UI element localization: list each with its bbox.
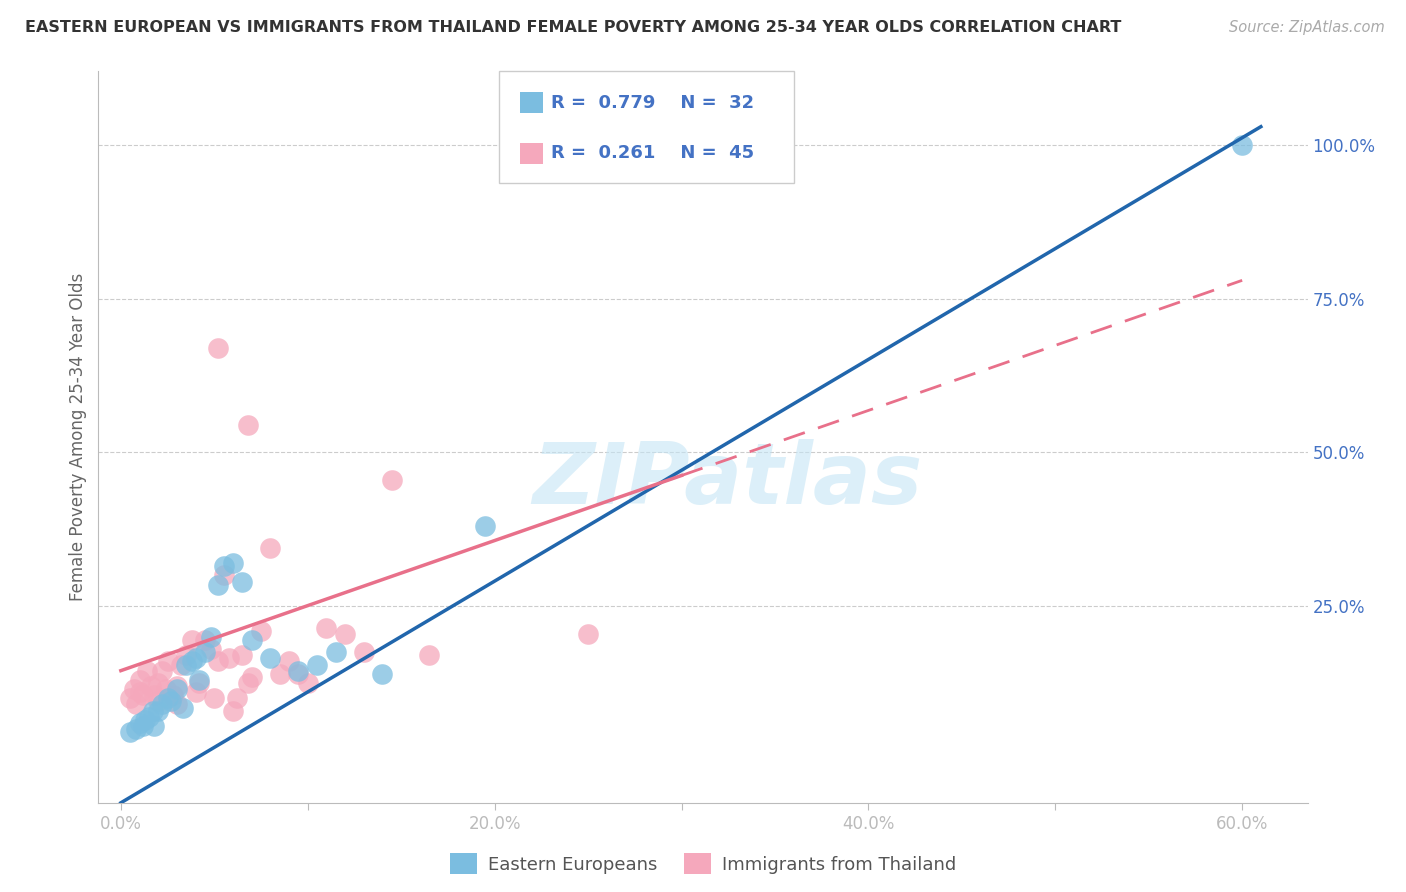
Point	[180, 655, 202, 669]
Point	[371, 666, 394, 681]
Point	[128, 685, 150, 699]
Point	[315, 621, 337, 635]
Point	[184, 685, 207, 699]
Point	[1230, 138, 1253, 153]
Point	[278, 655, 301, 669]
Point	[231, 648, 253, 663]
Point	[188, 673, 211, 687]
Point	[143, 719, 166, 733]
Point	[148, 676, 170, 690]
Point	[307, 657, 329, 672]
Text: EASTERN EUROPEAN VS IMMIGRANTS FROM THAILAND FEMALE POVERTY AMONG 25-34 YEAR OLD: EASTERN EUROPEAN VS IMMIGRANTS FROM THAI…	[25, 20, 1122, 35]
Point	[225, 691, 247, 706]
Point	[134, 713, 156, 727]
Point	[180, 632, 202, 647]
Point	[120, 691, 142, 706]
Point	[194, 645, 217, 659]
Point	[143, 688, 166, 702]
Point	[333, 627, 356, 641]
Point	[132, 719, 155, 733]
Point	[202, 691, 225, 706]
Point	[576, 627, 599, 641]
Point	[240, 670, 263, 684]
Point	[259, 651, 281, 665]
Point	[150, 664, 173, 678]
Point	[212, 568, 235, 582]
Point	[138, 710, 160, 724]
Point	[122, 682, 145, 697]
Text: ZIPatlas: ZIPatlas	[531, 440, 922, 523]
Point	[287, 666, 309, 681]
Y-axis label: Female Poverty Among 25-34 Year Olds: Female Poverty Among 25-34 Year Olds	[69, 273, 87, 601]
Text: R =  0.261    N =  45: R = 0.261 N = 45	[551, 145, 754, 162]
Point	[236, 676, 259, 690]
Point	[142, 704, 165, 718]
Legend: Eastern Europeans, Immigrants from Thailand: Eastern Europeans, Immigrants from Thail…	[443, 847, 963, 881]
Point	[160, 694, 183, 708]
Point	[150, 698, 173, 712]
Point	[139, 679, 162, 693]
Point	[200, 630, 222, 644]
Point	[207, 655, 229, 669]
Point	[125, 698, 148, 712]
Point	[128, 715, 150, 730]
Point	[136, 664, 159, 678]
Point	[156, 691, 179, 706]
Point	[128, 673, 150, 687]
Point	[218, 651, 240, 665]
Point	[212, 559, 235, 574]
Point	[240, 632, 263, 647]
Point	[259, 541, 281, 555]
Point	[166, 682, 188, 697]
Point	[174, 657, 197, 672]
Point	[166, 679, 188, 693]
Point	[207, 341, 229, 355]
Text: R =  0.779    N =  32: R = 0.779 N = 32	[551, 94, 754, 112]
Point	[269, 666, 291, 681]
Point	[207, 577, 229, 591]
Point	[194, 632, 217, 647]
Point	[418, 648, 440, 663]
Point	[148, 704, 170, 718]
Point	[222, 556, 245, 570]
Point	[200, 642, 222, 657]
Point	[169, 657, 191, 672]
Point	[474, 519, 496, 533]
Point	[222, 704, 245, 718]
Point	[120, 725, 142, 739]
Point	[188, 676, 211, 690]
Point	[236, 417, 259, 432]
Point	[155, 682, 177, 697]
Point	[231, 574, 253, 589]
Point	[166, 698, 188, 712]
Point	[381, 473, 404, 487]
Point	[250, 624, 273, 638]
Point	[297, 676, 319, 690]
Point	[156, 655, 179, 669]
Point	[325, 645, 347, 659]
Point	[162, 688, 184, 702]
Point	[184, 651, 207, 665]
Text: Source: ZipAtlas.com: Source: ZipAtlas.com	[1229, 20, 1385, 35]
Point	[132, 688, 155, 702]
Point	[148, 694, 170, 708]
Point	[125, 722, 148, 736]
Point	[353, 645, 375, 659]
Point	[287, 664, 309, 678]
Point	[174, 648, 197, 663]
Point	[172, 700, 194, 714]
